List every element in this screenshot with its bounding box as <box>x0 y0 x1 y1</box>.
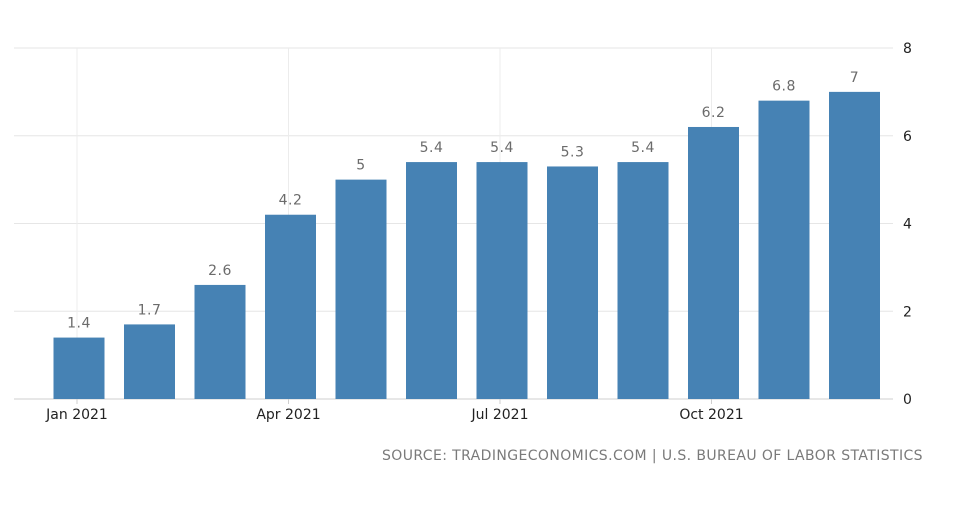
bar-value-label: 5 <box>356 158 365 174</box>
bar <box>617 162 669 399</box>
bar-value-label: 5.3 <box>561 144 585 160</box>
bar <box>476 162 528 399</box>
bar <box>265 214 316 399</box>
bar-value-label: 1.4 <box>67 316 91 332</box>
bar-value-label: 7 <box>850 70 859 86</box>
bar <box>406 162 457 399</box>
bar <box>758 100 810 400</box>
bars <box>53 91 880 400</box>
y-axis-ticks: 0 2 4 6 8 <box>903 41 912 408</box>
value-labels: 1.4 1.7 2.6 4.2 5 5.4 5.4 5.3 5.4 6.2 6.8 7 <box>67 70 859 332</box>
bar <box>53 337 105 399</box>
bar <box>335 179 387 399</box>
y-tick-label: 6 <box>903 129 912 145</box>
bar-value-label: 5.4 <box>631 140 655 156</box>
bar-value-label: 5.4 <box>420 140 444 156</box>
y-tick-label: 2 <box>903 304 912 320</box>
y-tick-label: 8 <box>903 41 912 57</box>
x-tick-label: Apr 2021 <box>256 407 320 423</box>
bar <box>194 284 246 399</box>
y-tick-label: 0 <box>903 392 912 408</box>
bar-value-label: 1.7 <box>138 302 162 318</box>
x-tick-label: Jul 2021 <box>471 407 529 423</box>
bar-value-label: 6.2 <box>702 105 726 121</box>
y-tick-label: 4 <box>903 217 912 233</box>
bar-value-label: 2.6 <box>208 263 232 279</box>
x-tick-label: Jan 2021 <box>45 407 108 423</box>
bar <box>547 166 598 399</box>
source-note: SOURCE: TRADINGECONOMICS.COM | U.S. BURE… <box>382 448 923 464</box>
bar <box>124 324 175 399</box>
x-tick-label: Oct 2021 <box>679 407 743 423</box>
bar <box>829 91 880 399</box>
bar-value-label: 5.4 <box>490 140 514 156</box>
bar-value-label: 6.8 <box>772 79 796 95</box>
x-axis-ticks: Jan 2021 Apr 2021 Jul 2021 Oct 2021 <box>45 407 743 423</box>
bar <box>688 126 739 399</box>
bar-value-label: 4.2 <box>279 193 303 209</box>
